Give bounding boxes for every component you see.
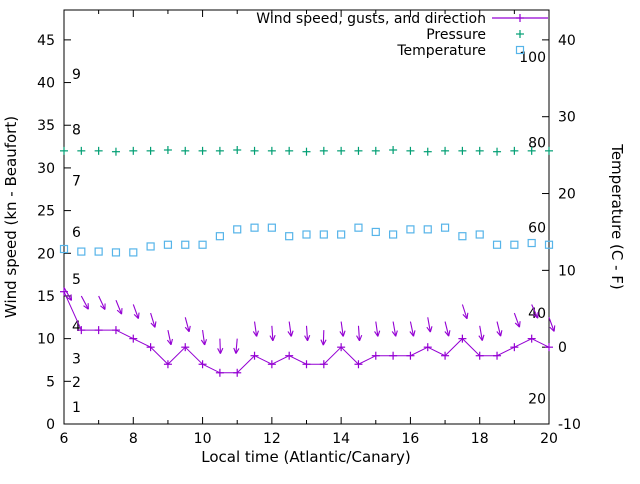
beaufort-label: 7 bbox=[72, 174, 81, 190]
legend-samples bbox=[492, 14, 548, 54]
beaufort-label: 1 bbox=[72, 400, 81, 416]
x-tick-label: 18 bbox=[471, 431, 489, 447]
x-tick-label: 12 bbox=[263, 431, 281, 447]
y-right-tick-label: -10 bbox=[558, 417, 581, 433]
legend-label-temperature: Temperature bbox=[396, 43, 486, 59]
y-left-tick-label: 0 bbox=[46, 417, 55, 433]
y-left-axis-title: Wind speed (kn - Beaufort) bbox=[2, 116, 20, 318]
y-left-tick-label: 15 bbox=[37, 289, 55, 305]
y-left-tick-label: 35 bbox=[37, 118, 55, 134]
temperature-series bbox=[61, 224, 553, 256]
y-left-tick-label: 40 bbox=[37, 76, 55, 92]
wind-gust-arrows bbox=[64, 287, 555, 353]
y-right-tick-label: 30 bbox=[558, 110, 576, 126]
y-left-tick-label: 25 bbox=[37, 204, 55, 220]
y-left-tick-label: 30 bbox=[37, 161, 55, 177]
y-left-tick-label: 5 bbox=[46, 374, 55, 390]
x-tick-label: 20 bbox=[540, 431, 558, 447]
fahrenheit-label: 20 bbox=[528, 391, 546, 407]
x-axis-title: Local time (Atlantic/Canary) bbox=[201, 448, 411, 466]
fahrenheit-label: 60 bbox=[528, 221, 546, 237]
legend-label-pressure: Pressure bbox=[426, 27, 486, 43]
y-left-tick-label: 10 bbox=[37, 332, 55, 348]
fahrenheit-label: 80 bbox=[528, 135, 546, 151]
beaufort-label: 6 bbox=[72, 225, 81, 241]
beaufort-label: 8 bbox=[72, 123, 81, 139]
x-tick-label: 14 bbox=[332, 431, 350, 447]
y-right-axis-title: Temperature (C - F) bbox=[608, 143, 626, 290]
x-tick-label: 6 bbox=[60, 431, 69, 447]
legend-label-wind: Wind speed, gusts, and direction bbox=[256, 11, 486, 27]
x-tick-label: 16 bbox=[402, 431, 420, 447]
y-left-tick-label: 45 bbox=[37, 33, 55, 49]
beaufort-label: 2 bbox=[72, 375, 81, 391]
pressure-series bbox=[60, 146, 553, 156]
y-right-tick-label: 40 bbox=[558, 33, 576, 49]
fahrenheit-label: 40 bbox=[528, 306, 546, 322]
beaufort-label: 9 bbox=[72, 67, 81, 83]
beaufort-label: 5 bbox=[72, 272, 81, 288]
y-left-tick-label: 20 bbox=[37, 246, 55, 262]
x-tick-label: 10 bbox=[194, 431, 212, 447]
y-right-tick-label: 0 bbox=[558, 340, 567, 356]
y-right-tick-label: 20 bbox=[558, 187, 576, 203]
x-tick-label: 8 bbox=[129, 431, 138, 447]
beaufort-label: 3 bbox=[72, 351, 81, 367]
y-right-tick-label: 10 bbox=[558, 263, 576, 279]
